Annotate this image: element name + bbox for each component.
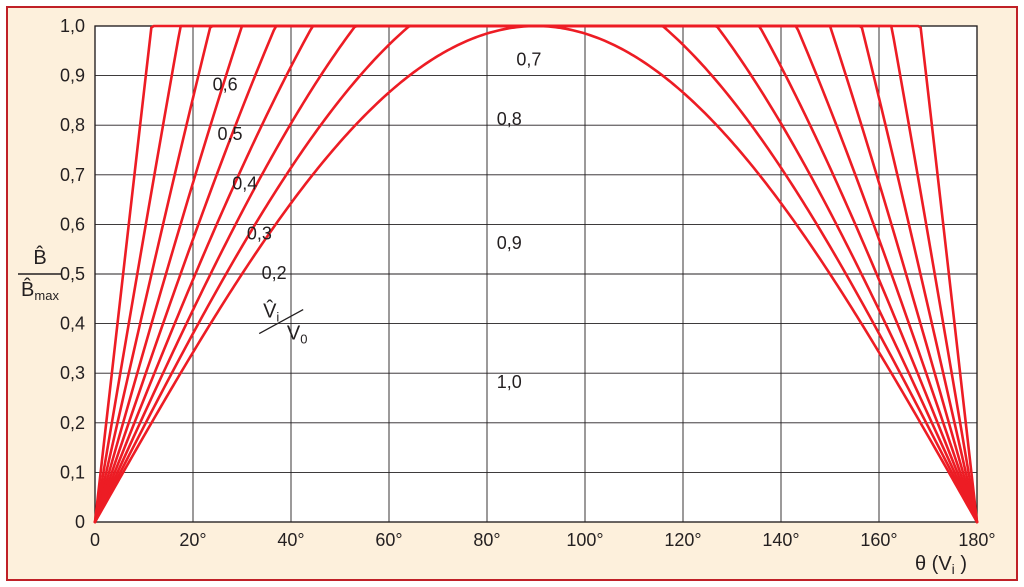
- y-tick-label: 0,3: [60, 363, 85, 383]
- x-axis-title: θ (Vi ): [915, 553, 967, 577]
- x-tick-label: 160°: [860, 530, 897, 550]
- series-label: 0,5: [218, 124, 243, 144]
- y-tick-label: 0,7: [60, 165, 85, 185]
- y-axis-title-top: B̂: [33, 246, 46, 269]
- x-tick-label: 40°: [277, 530, 304, 550]
- y-tick-label: 0,4: [60, 314, 85, 334]
- y-tick-label: 0,2: [60, 413, 85, 433]
- series-label: 0,3: [247, 223, 272, 243]
- y-tick-label: 0,6: [60, 214, 85, 234]
- series-label: 0,4: [232, 174, 257, 194]
- series-label: 0,8: [497, 109, 522, 129]
- y-tick-label: 0,5: [60, 264, 85, 284]
- x-tick-label: 140°: [762, 530, 799, 550]
- x-tick-label: 180°: [958, 530, 995, 550]
- chart-svg: 0 20° 40° 60° 80° 100° 120° 140° 160° 180° 0 0,1 0,2…: [8, 8, 1020, 583]
- series-label: 1,0: [497, 372, 522, 392]
- x-tick-label: 120°: [664, 530, 701, 550]
- chart-panel: 0 20° 40° 60° 80° 100° 120° 140° 160° 180° 0 0,1 0,2…: [6, 6, 1018, 581]
- series-label: 0,9: [497, 233, 522, 253]
- y-tick-label: 0,9: [60, 66, 85, 86]
- series-label: 0,2: [262, 263, 287, 283]
- y-tick-label: 1,0: [60, 16, 85, 36]
- y-tick-label: 0,1: [60, 462, 85, 482]
- x-tick-label: 80°: [473, 530, 500, 550]
- y-tick-label: 0: [75, 512, 85, 532]
- series-label: 0,6: [213, 74, 238, 94]
- chart-frame: 0 20° 40° 60° 80° 100° 120° 140° 160° 180° 0 0,1 0,2…: [0, 0, 1024, 587]
- y-tick-label: 0,8: [60, 115, 85, 135]
- y-axis-title-bot: B̂max: [21, 278, 59, 303]
- x-tick-label: 100°: [566, 530, 603, 550]
- x-tick-label: 20°: [179, 530, 206, 550]
- x-tick-label: 0: [90, 530, 100, 550]
- x-tick-label: 60°: [375, 530, 402, 550]
- series-label: 0,7: [516, 50, 541, 70]
